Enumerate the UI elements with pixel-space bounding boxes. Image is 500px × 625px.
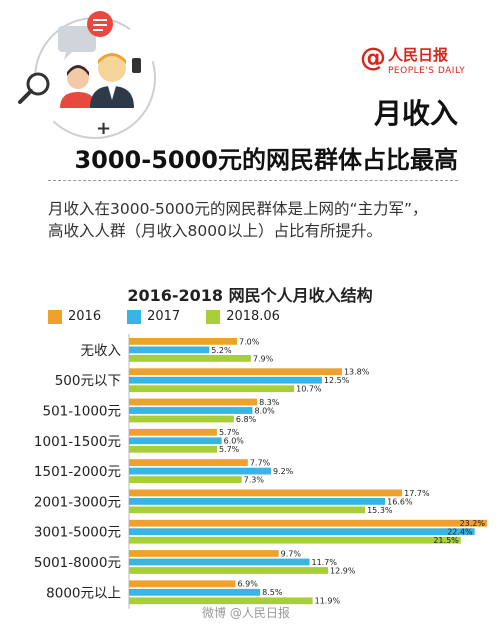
chat-bubble-icon	[58, 26, 96, 60]
bar-2017	[129, 588, 261, 596]
page-title: 月收入	[373, 97, 458, 130]
value-label: 11.9%	[315, 597, 341, 606]
legend-swatch-2018	[206, 309, 221, 324]
bar-2017	[129, 437, 222, 445]
intro-text: 月收入在3000-5000元的网民群体是上网的“主力军”， 高收入人群（月收入8…	[48, 198, 468, 242]
value-label: 15.3%	[367, 506, 393, 515]
value-label: 6.9%	[237, 580, 258, 589]
value-label: 5.7%	[219, 428, 240, 437]
bar-2018.06	[129, 355, 251, 362]
legend-item-2018: 2018.06	[206, 309, 280, 324]
value-label: 22.4%	[447, 528, 473, 537]
bar-2017	[129, 346, 210, 354]
bar-2016	[129, 398, 258, 406]
bar-2017	[129, 407, 253, 414]
category-label: 501-1000元	[43, 404, 122, 420]
bar-2016	[129, 338, 238, 345]
intro-line-2: 高收入人群（月收入8000以上）占比有所提升。	[48, 222, 382, 240]
bar-2018.06	[129, 506, 366, 514]
message-icon	[87, 11, 113, 37]
bar-2016	[129, 368, 342, 376]
value-label: 9.7%	[281, 549, 302, 558]
category-label: 8000元以上	[46, 585, 121, 601]
category-label: 1501-2000元	[34, 464, 121, 480]
header-illustration: +	[18, 11, 156, 139]
value-label: 13.8%	[344, 368, 370, 377]
legend-item-2016: 2016	[48, 309, 101, 324]
value-label: 7.9%	[253, 354, 274, 363]
page-subtitle: 3000-5000元的网民群体占比最高	[74, 146, 458, 174]
category-label: 3001-5000元	[34, 525, 121, 541]
bar-2018.06	[129, 476, 242, 483]
value-label: 6.0%	[224, 437, 245, 446]
phone-icon	[132, 58, 141, 73]
value-label: 16.6%	[387, 497, 413, 506]
value-label: 12.9%	[330, 566, 356, 575]
bar-2018.06	[129, 597, 313, 605]
legend-swatch-2017	[127, 309, 142, 324]
value-label: 12.5%	[324, 376, 350, 385]
woman-avatar-icon	[60, 65, 96, 108]
logo-name: 人民日报	[388, 46, 449, 64]
bar-2018.06	[129, 445, 217, 453]
category-label: 500元以下	[55, 373, 121, 389]
man-avatar-icon	[90, 53, 134, 108]
divider	[48, 180, 458, 181]
value-label: 11.7%	[312, 558, 338, 567]
bar-2018.06	[129, 415, 234, 423]
intro-line-1: 月收入在3000-5000元的网民群体是上网的“主力军”，	[48, 200, 428, 218]
bar-2016	[129, 550, 279, 557]
category-label: 无收入	[81, 343, 122, 359]
legend-label-2016: 2016	[68, 309, 102, 324]
bar-2017	[129, 558, 310, 566]
value-label: 7.0%	[239, 337, 260, 346]
value-label: 8.3%	[259, 398, 280, 407]
svg-text:@: @	[360, 43, 386, 72]
chart-title: 2016-2018 网民个人月收入结构	[127, 286, 373, 305]
magnifier-icon	[18, 72, 50, 104]
bar-2016	[129, 580, 236, 588]
bar-2017	[129, 467, 271, 475]
category-label: 2001-3000元	[34, 494, 121, 510]
chart-legend: 2016 2017 2018.06	[48, 309, 280, 324]
bar-2018.06	[129, 536, 461, 544]
legend-label-2017: 2017	[147, 309, 181, 324]
value-label: 17.7%	[404, 489, 430, 498]
watermark: 微博 @人民日报	[202, 606, 290, 620]
value-label: 23.2%	[460, 519, 486, 528]
plus-icon: +	[96, 118, 111, 139]
value-label: 7.7%	[250, 459, 271, 468]
value-label: 5.2%	[211, 346, 232, 355]
category-label: 5001-8000元	[34, 555, 121, 571]
legend-swatch-2016	[48, 309, 62, 324]
value-label: 10.7%	[296, 385, 322, 394]
legend-item-2017: 2017	[127, 309, 180, 324]
category-label: 1001-1500元	[34, 434, 121, 450]
bar-2016	[129, 459, 248, 466]
value-label: 8.0%	[254, 406, 275, 415]
value-label: 5.7%	[219, 445, 240, 454]
bar-2018.06	[129, 567, 329, 574]
bar-2016	[129, 519, 487, 527]
bar-2016	[129, 489, 403, 497]
value-label: 6.8%	[236, 415, 257, 424]
value-label: 21.5%	[433, 536, 459, 545]
bar-2017	[129, 376, 322, 384]
bar-2017	[129, 528, 475, 536]
legend-label-2018: 2018.06	[226, 309, 280, 324]
bar-2016	[129, 428, 217, 436]
bar-2017	[129, 498, 386, 505]
people-daily-logo: @	[360, 43, 386, 72]
bar-2018.06	[129, 385, 295, 393]
logo-english: PEOPLE'S DAILY	[388, 66, 466, 76]
value-label: 8.5%	[262, 588, 283, 597]
value-label: 9.2%	[273, 467, 294, 476]
value-label: 7.3%	[244, 476, 265, 485]
